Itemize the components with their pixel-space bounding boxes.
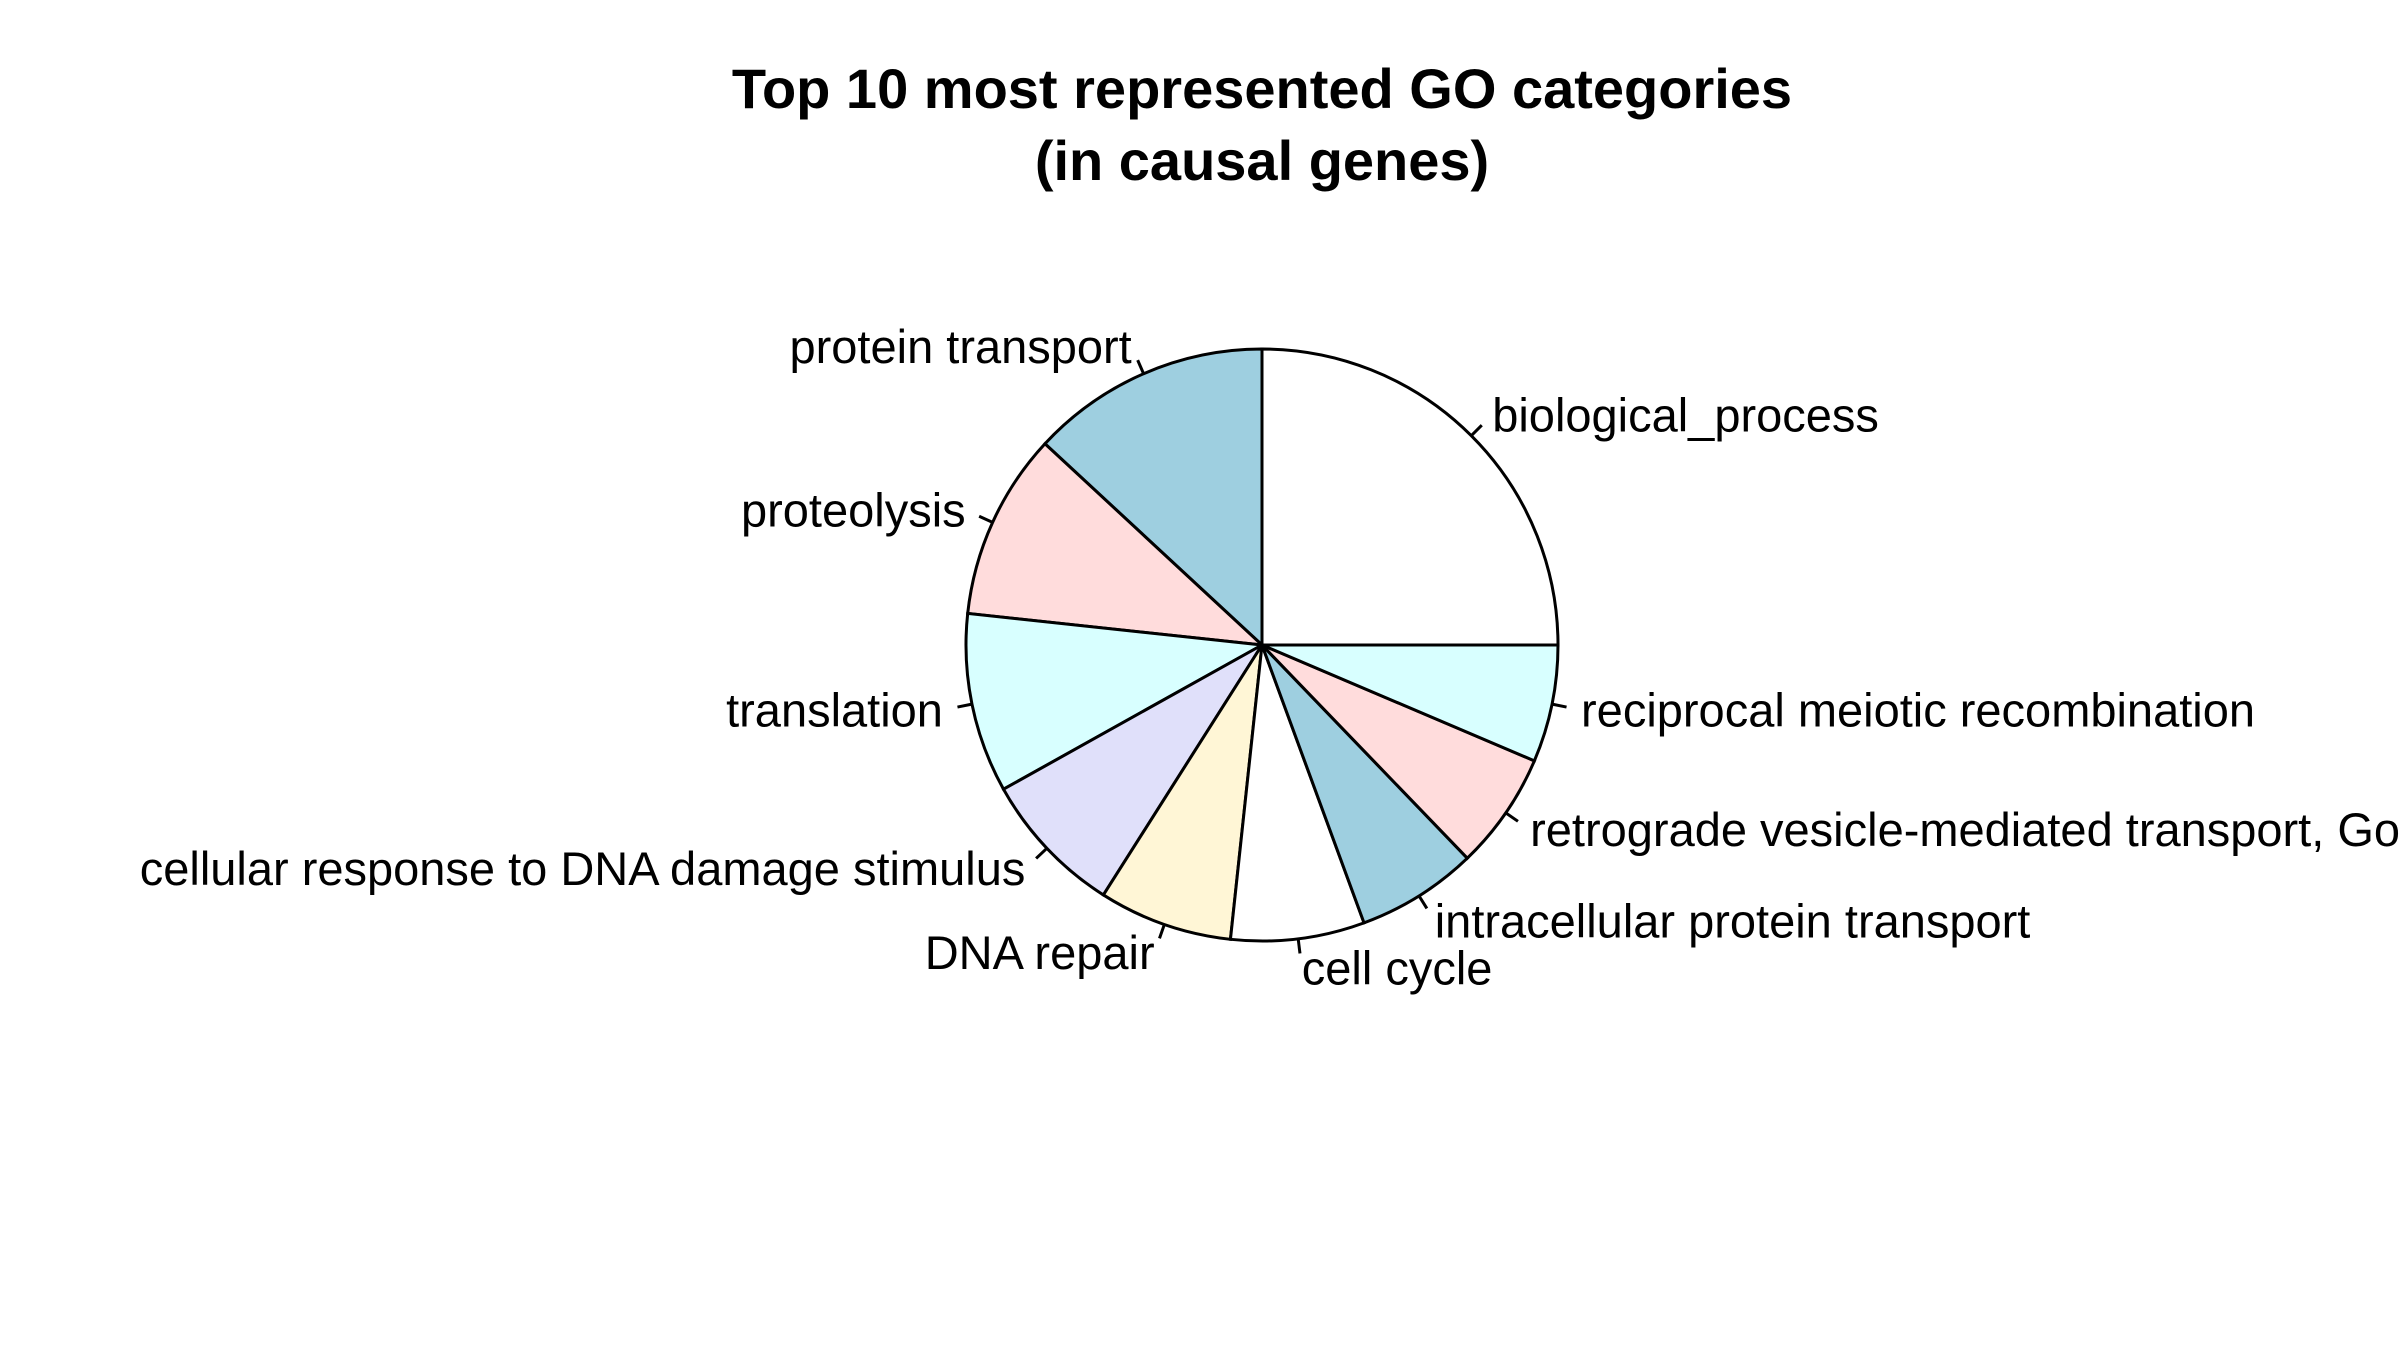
pie-label-retrograde-vesicle-mediated-transport-golgi-to-er: retrograde vesicle-mediated transport, G… <box>1530 803 2400 856</box>
pie-leader-cell-cycle <box>1296 938 1302 954</box>
pie-slice-biological-process <box>1260 347 1560 647</box>
chart-title-line-1: Top 10 most represented GO categories <box>732 57 1792 120</box>
pie-leader-biological-process <box>1470 424 1483 437</box>
pie-label-cell-cycle: cell cycle <box>1302 942 1493 995</box>
pie-slice-protein-transport <box>1042 347 1264 649</box>
pie-slice-proteolysis <box>966 441 1267 647</box>
pie-leader-proteolysis <box>978 514 994 524</box>
pie-slice-dna-repair <box>1101 644 1264 941</box>
pie-label-dna-repair: DNA repair <box>925 926 1155 979</box>
pie-slice-translation <box>964 611 1267 792</box>
pie-leader-retrograde-vesicle-mediated-transport-golgi-to-er <box>1504 811 1519 823</box>
pie-leader-cellular-response-to-dna-damage-stimulus <box>1035 847 1048 860</box>
pie-label-intracellular-protein-transport: intracellular protein transport <box>1435 895 2031 948</box>
pie-slice-retrograde-vesicle-mediated-transport-golgi-to-er <box>1260 643 1537 861</box>
pie-slice-intracellular-protein-transport <box>1260 643 1470 925</box>
pie-leader-translation <box>957 702 973 709</box>
pie-leader-intracellular-protein-transport <box>1417 895 1429 910</box>
pie-label-cellular-response-to-dna-damage-stimulus: cellular response to DNA damage stimulus <box>140 842 1026 895</box>
chart-title-line-2: (in causal genes) <box>1035 129 1489 192</box>
pie-label-protein-transport: protein transport <box>790 320 1132 373</box>
pie-label-biological-process: biological_process <box>1492 388 1879 441</box>
pie-leader-reciprocal-meiotic-recombination <box>1551 702 1567 709</box>
pie-slice-cellular-response-to-dna-damage-stimulus <box>1001 643 1264 897</box>
pie-slice-cell-cycle <box>1228 644 1366 943</box>
pie-leader-dna-repair <box>1158 923 1166 939</box>
pie-leader-protein-transport <box>1136 359 1145 375</box>
pie-labels: biological_process protein transport prote… <box>140 320 2400 995</box>
pie-slice-reciprocal-meiotic-recombination <box>1261 643 1560 763</box>
pie-label-reciprocal-meiotic-recombination: reciprocal meiotic recombination <box>1581 684 2255 737</box>
pie-label-translation: translation <box>726 684 943 737</box>
pie-slices <box>964 347 1560 943</box>
pie-label-proteolysis: proteolysis <box>741 484 966 537</box>
